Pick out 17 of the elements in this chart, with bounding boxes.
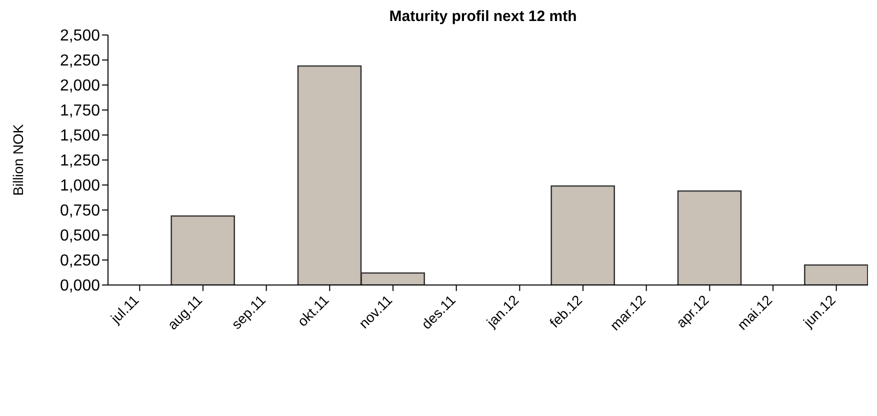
bar <box>804 264 868 285</box>
bar <box>677 190 742 285</box>
y-tick-label: 0,500 <box>60 228 100 245</box>
y-tick-label: 0,750 <box>60 202 100 220</box>
y-tick-label: 2,250 <box>60 52 100 70</box>
bar <box>170 215 235 285</box>
y-tick-label: 2,500 <box>60 28 100 45</box>
y-tick-label: 1,000 <box>60 178 100 195</box>
y-tick-label: 2,000 <box>60 78 100 95</box>
chart-title: Maturity profil next 12 mth <box>388 8 578 25</box>
y-tick-label: 1,250 <box>60 152 100 170</box>
bar <box>550 185 615 285</box>
y-tick-label: 1,500 <box>60 128 100 145</box>
y-tick-label: 1,750 <box>60 102 100 120</box>
y-tick-label: 0,250 <box>60 252 100 270</box>
y-tick-label: 0,000 <box>60 278 100 295</box>
y-axis-title: Billion NOK <box>10 124 26 196</box>
